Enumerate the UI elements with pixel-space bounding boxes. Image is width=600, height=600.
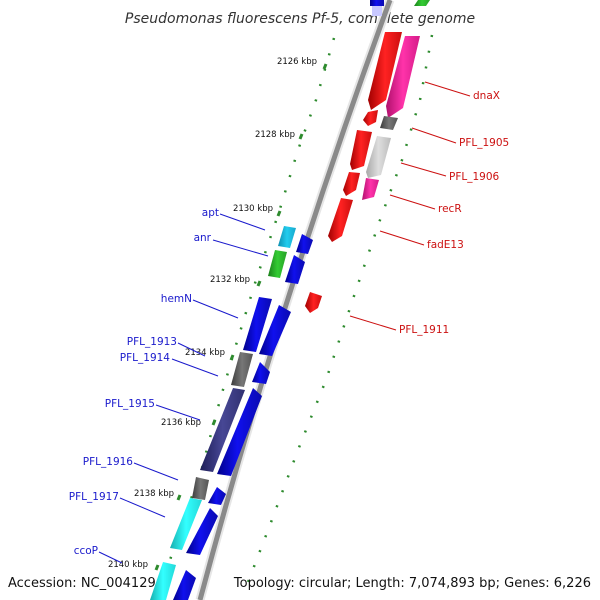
gene-feature — [296, 234, 313, 254]
accession-text: Accession: NC_004129 — [8, 576, 156, 591]
gene-feature — [366, 136, 391, 178]
gene-feature — [170, 498, 202, 550]
map-title: Pseudomonas fluorescens Pf-5, complete g… — [125, 11, 475, 27]
gene-label-fadE13[interactable]: fadE13 — [427, 239, 464, 251]
kbp-label: 2138 kbp — [134, 489, 174, 499]
gene-feature — [380, 116, 398, 130]
gene-feature — [150, 562, 176, 600]
gene-feature — [200, 388, 245, 472]
outer-tick-ring — [243, 34, 434, 591]
kbp-label: 2126 kbp — [277, 57, 317, 67]
gene-feature — [370, 0, 384, 6]
gene-label-pfl-1914[interactable]: PFL_1914 — [120, 352, 171, 364]
topology-text: Topology: circular; Length: 7,074,893 bp… — [233, 576, 591, 591]
gene-label-pfl-1913[interactable]: PFL_1913 — [127, 336, 177, 348]
gene-feature — [186, 508, 218, 555]
gene-feature — [231, 352, 253, 387]
gene-label-pfl-1905[interactable]: PFL_1905 — [459, 137, 509, 149]
gene-label-pfl-1916[interactable]: PFL_1916 — [83, 456, 134, 468]
gene-feature — [343, 172, 360, 196]
gene-feature — [243, 297, 272, 352]
kbp-label: 2134 kbp — [185, 348, 225, 358]
reverse-gene-leaders — [349, 81, 471, 331]
genome-backbone-shadow — [195, 0, 395, 600]
gene-feature — [268, 250, 287, 278]
kbp-label: 2136 kbp — [161, 418, 201, 428]
gene-label-recR[interactable]: recR — [438, 203, 462, 215]
gene-feature — [414, 0, 430, 6]
gene-feature — [278, 226, 296, 248]
gene-feature — [362, 178, 379, 200]
gene-label-hemN[interactable]: hemN — [161, 293, 192, 305]
kbp-label: 2130 kbp — [233, 204, 273, 214]
gene-label-pfl-1917[interactable]: PFL_1917 — [69, 491, 119, 503]
gene-feature — [350, 130, 372, 170]
gene-label-dnaX[interactable]: dnaX — [473, 90, 500, 102]
gene-feature — [217, 388, 262, 476]
gene-label-ccoP[interactable]: ccoP — [74, 545, 98, 557]
kbp-label: 2128 kbp — [255, 130, 295, 140]
gene-feature — [305, 292, 322, 313]
gene-feature — [368, 32, 402, 110]
gene-label-pfl-1915[interactable]: PFL_1915 — [105, 398, 155, 410]
gene-feature — [173, 570, 196, 600]
gene-feature — [285, 255, 305, 284]
inner-tick-ring — [158, 37, 336, 591]
gene-label-anr[interactable]: anr — [194, 232, 212, 244]
reverse-strand-features — [305, 0, 430, 313]
forward-strand-features — [150, 226, 313, 600]
kbp-label: 2140 kbp — [108, 560, 148, 570]
gene-feature — [372, 6, 382, 16]
gene-label-apt[interactable]: apt — [202, 207, 219, 219]
forward-gene-leaders — [98, 213, 269, 564]
gene-feature — [192, 477, 209, 500]
kbp-ticks — [154, 63, 328, 571]
gene-feature — [328, 198, 353, 242]
gene-feature — [259, 305, 291, 356]
gene-label-pfl-1911[interactable]: PFL_1911 — [399, 324, 449, 336]
genome-backbone — [197, 0, 393, 600]
gene-feature — [208, 487, 226, 505]
gene-feature — [363, 110, 378, 126]
gene-label-pfl-1906[interactable]: PFL_1906 — [449, 171, 500, 183]
kbp-label: 2132 kbp — [210, 275, 250, 285]
gene-feature — [386, 36, 420, 118]
gene-feature — [252, 362, 270, 384]
